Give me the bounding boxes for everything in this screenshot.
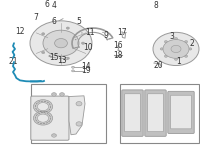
Circle shape bbox=[161, 39, 171, 46]
Circle shape bbox=[171, 45, 181, 52]
Circle shape bbox=[184, 41, 188, 43]
Circle shape bbox=[109, 38, 111, 39]
Circle shape bbox=[72, 70, 74, 72]
Circle shape bbox=[42, 51, 45, 54]
Circle shape bbox=[174, 37, 178, 40]
Text: 4: 4 bbox=[52, 1, 57, 10]
Text: 11: 11 bbox=[86, 28, 95, 37]
Circle shape bbox=[66, 57, 69, 59]
Circle shape bbox=[75, 47, 77, 48]
Circle shape bbox=[60, 93, 64, 96]
Circle shape bbox=[81, 42, 85, 44]
Circle shape bbox=[189, 48, 192, 50]
Circle shape bbox=[174, 58, 178, 60]
Circle shape bbox=[55, 39, 67, 48]
Circle shape bbox=[33, 100, 53, 113]
FancyBboxPatch shape bbox=[168, 91, 194, 133]
Circle shape bbox=[66, 27, 69, 29]
Circle shape bbox=[184, 55, 188, 57]
Text: 7: 7 bbox=[34, 13, 38, 22]
Circle shape bbox=[75, 39, 76, 40]
Text: 21: 21 bbox=[9, 57, 18, 66]
Text: 3: 3 bbox=[169, 32, 174, 41]
Text: 6: 6 bbox=[52, 17, 57, 26]
Circle shape bbox=[37, 114, 49, 122]
Text: 18: 18 bbox=[114, 51, 123, 60]
Bar bbox=[120, 83, 199, 143]
Circle shape bbox=[42, 33, 45, 35]
Text: 5: 5 bbox=[76, 17, 81, 26]
Circle shape bbox=[153, 32, 199, 66]
Polygon shape bbox=[160, 38, 171, 46]
Circle shape bbox=[52, 134, 56, 137]
FancyBboxPatch shape bbox=[125, 94, 140, 132]
Text: 9: 9 bbox=[103, 31, 108, 40]
Circle shape bbox=[52, 93, 56, 96]
Circle shape bbox=[37, 103, 49, 111]
Text: 6: 6 bbox=[45, 0, 49, 9]
Text: 15: 15 bbox=[50, 53, 59, 62]
Circle shape bbox=[164, 41, 168, 43]
Text: 19: 19 bbox=[82, 66, 91, 75]
FancyBboxPatch shape bbox=[122, 90, 143, 136]
Circle shape bbox=[164, 41, 168, 44]
Circle shape bbox=[30, 21, 92, 66]
Polygon shape bbox=[69, 96, 85, 135]
Text: 13: 13 bbox=[57, 56, 66, 65]
Circle shape bbox=[102, 32, 104, 33]
Circle shape bbox=[64, 57, 68, 60]
Text: 20: 20 bbox=[154, 61, 163, 70]
Circle shape bbox=[92, 30, 93, 31]
Circle shape bbox=[76, 102, 82, 106]
Circle shape bbox=[33, 111, 53, 125]
Text: 16: 16 bbox=[114, 41, 123, 50]
Circle shape bbox=[43, 30, 79, 56]
Text: 1: 1 bbox=[177, 57, 181, 66]
Text: 14: 14 bbox=[82, 62, 91, 71]
FancyBboxPatch shape bbox=[31, 96, 69, 140]
Circle shape bbox=[81, 32, 83, 34]
Text: 10: 10 bbox=[83, 43, 92, 52]
Circle shape bbox=[76, 122, 82, 126]
FancyBboxPatch shape bbox=[171, 95, 191, 129]
Text: 17: 17 bbox=[118, 28, 127, 37]
Circle shape bbox=[72, 66, 74, 68]
Circle shape bbox=[163, 40, 189, 58]
Text: 2: 2 bbox=[190, 39, 194, 48]
Text: 12: 12 bbox=[16, 27, 25, 36]
FancyBboxPatch shape bbox=[145, 90, 166, 136]
Circle shape bbox=[160, 48, 163, 50]
Bar bbox=[31, 83, 106, 143]
Text: 8: 8 bbox=[153, 1, 158, 10]
Circle shape bbox=[164, 55, 168, 57]
FancyBboxPatch shape bbox=[148, 94, 163, 132]
